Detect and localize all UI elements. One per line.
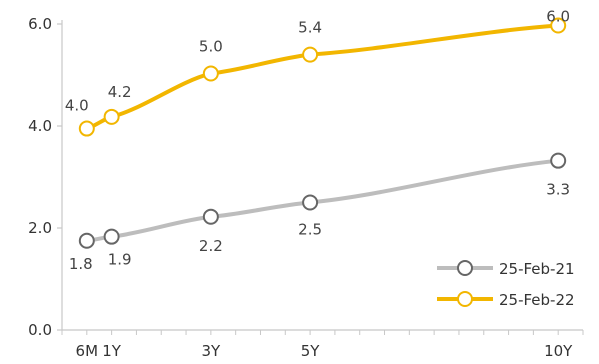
data-point-marker: [202, 65, 219, 82]
data-point-marker: [202, 208, 219, 225]
data-point-marker: [103, 108, 120, 125]
data-point-marker: [302, 46, 319, 63]
data-point-marker: [550, 17, 567, 34]
data-label: 2.5: [298, 221, 322, 239]
data-point-marker: [550, 152, 567, 169]
series-line-1: [84, 23, 561, 131]
data-label: 5.0: [199, 37, 223, 55]
data-label: 6.0: [546, 8, 570, 26]
data-label: 4.2: [108, 83, 132, 101]
x-axis-ticks: 6M 1Y 3Y 5Y 10Y: [61, 330, 584, 360]
data-label: 2.2: [199, 237, 223, 255]
data-label: 4.0: [65, 97, 89, 115]
data-label: 1.9: [108, 251, 132, 269]
data-label: 1.8: [69, 255, 93, 273]
y-tick-label: 4.0: [28, 117, 52, 135]
y-tick-label: 0.0: [28, 321, 52, 339]
y-tick-label: 2.0: [28, 219, 52, 237]
data-point-marker: [103, 228, 120, 245]
legend-label: 25-Feb-21: [499, 260, 575, 278]
axes: [61, 20, 583, 331]
data-label: 5.4: [298, 19, 322, 37]
series-layer: [78, 17, 567, 249]
series-line-0: [84, 158, 561, 243]
y-axis-ticks: 0.0 2.0 4.0 6.0: [28, 15, 62, 339]
data-labels: 1.8 1.9 2.2 2.5 3.3 4.0 4.2 5.0 5.4 6.0: [65, 8, 570, 273]
x-tick-label: 10Y: [544, 342, 573, 360]
data-point-marker: [78, 120, 95, 137]
x-tick-label: 3Y: [201, 342, 221, 360]
legend-label: 25-Feb-22: [499, 291, 575, 309]
x-tick-label: 6M: [76, 342, 99, 360]
x-tick-label: 1Y: [102, 342, 122, 360]
legend-marker: [457, 291, 473, 307]
legend: 25-Feb-21 25-Feb-22: [437, 260, 575, 309]
data-label: 3.3: [546, 181, 570, 199]
y-tick-label: 6.0: [28, 15, 52, 33]
x-tick-label: 5Y: [301, 342, 321, 360]
legend-marker: [457, 260, 473, 276]
data-point-marker: [302, 194, 319, 211]
data-point-marker: [78, 232, 95, 249]
